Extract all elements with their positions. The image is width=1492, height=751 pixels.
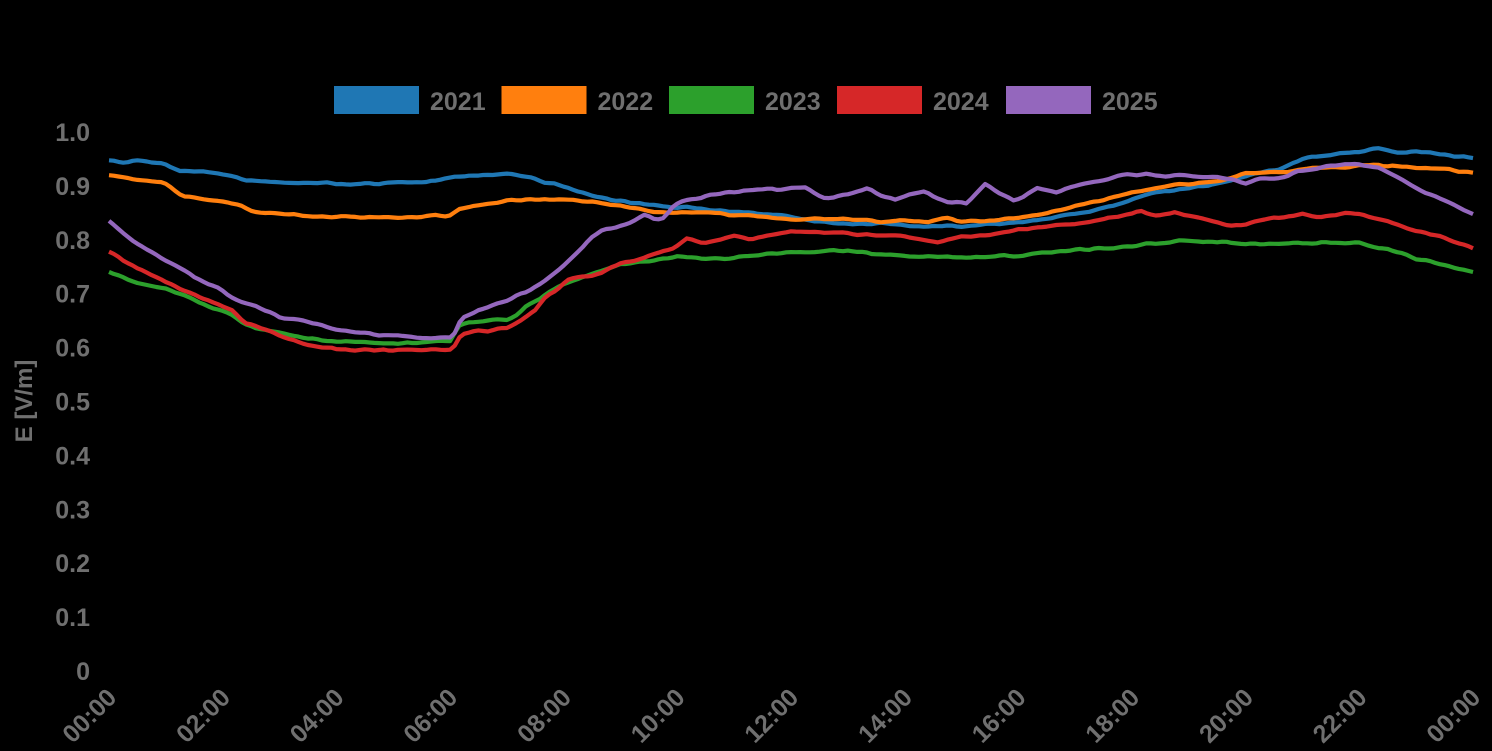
svg-text:0.4: 0.4: [55, 442, 90, 470]
svg-text:2021: 2021: [430, 88, 486, 116]
svg-text:0.3: 0.3: [55, 496, 90, 524]
svg-text:0: 0: [76, 658, 90, 686]
svg-text:1.0: 1.0: [55, 119, 90, 147]
svg-text:0.5: 0.5: [55, 389, 90, 417]
svg-text:E [V/m]: E [V/m]: [11, 360, 38, 443]
svg-text:2022: 2022: [598, 88, 654, 116]
svg-text:2025: 2025: [1102, 88, 1158, 116]
svg-text:2023: 2023: [765, 88, 821, 116]
svg-text:0.2: 0.2: [55, 550, 90, 578]
svg-text:0.9: 0.9: [55, 173, 90, 201]
svg-text:0.8: 0.8: [55, 227, 90, 255]
svg-text:0.6: 0.6: [55, 335, 90, 363]
svg-text:0.7: 0.7: [55, 281, 90, 309]
svg-text:2024: 2024: [933, 88, 989, 116]
svg-text:0.1: 0.1: [55, 604, 90, 632]
